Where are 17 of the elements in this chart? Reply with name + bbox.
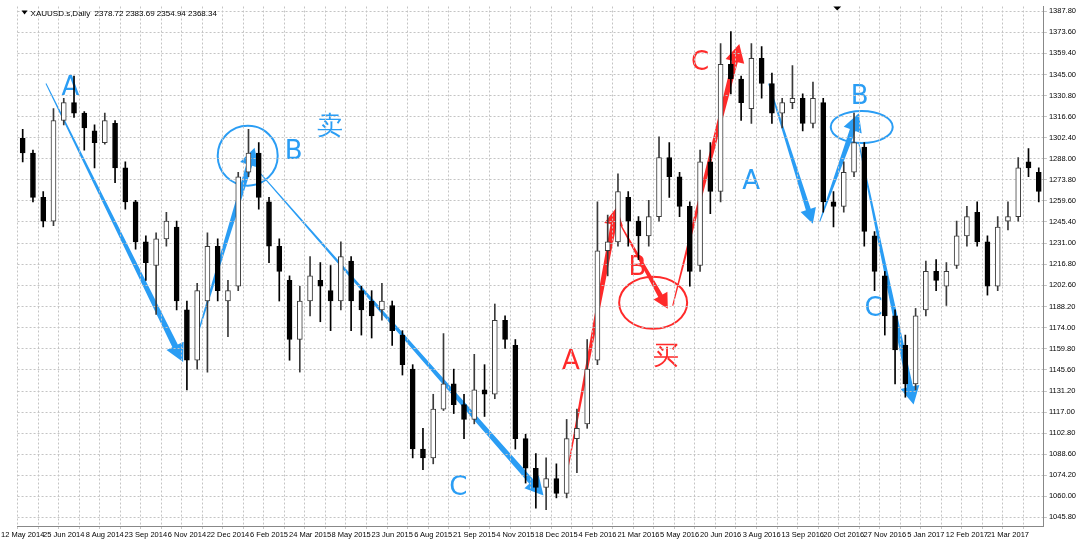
annotation: B xyxy=(850,80,869,111)
candlestick xyxy=(728,31,734,95)
candlestick xyxy=(574,408,580,474)
annotation: B xyxy=(284,134,303,165)
candlestick xyxy=(420,427,426,471)
annotation: C xyxy=(864,291,883,322)
chart-title: XAUUSD.s,Daily 2378.72 2383.69 2354.94 2368.34 xyxy=(30,8,217,18)
candlestick xyxy=(379,282,385,321)
annotation: A xyxy=(742,165,760,196)
candlestick xyxy=(604,214,611,277)
candlestick xyxy=(225,279,231,337)
annotation: 买 xyxy=(652,338,679,372)
candlestick xyxy=(1005,201,1011,231)
annotation: C xyxy=(449,471,468,502)
annotation: 卖 xyxy=(316,108,343,142)
annotation: A xyxy=(561,345,580,376)
candlestick xyxy=(543,457,549,511)
